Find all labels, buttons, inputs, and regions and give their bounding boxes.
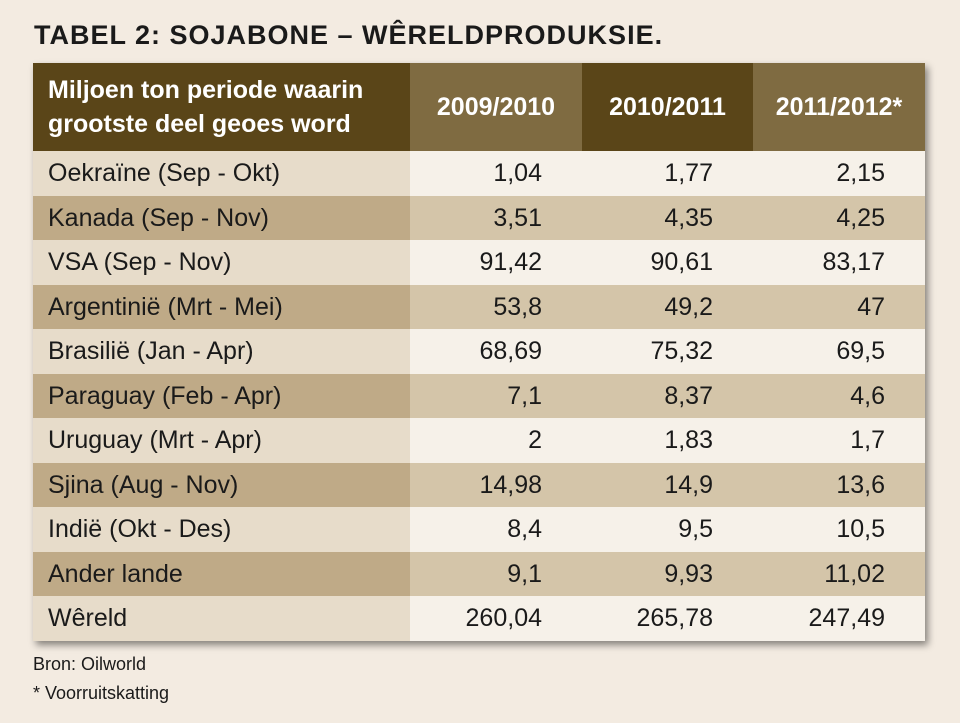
production-table: Miljoen ton periode waarin grootste deel… — [33, 63, 925, 641]
row-label: Indië (Okt - Des) — [33, 507, 410, 552]
table-row: Ander lande 9,1 9,93 11,02 — [33, 551, 925, 596]
header-row: Miljoen ton periode waarin grootste deel… — [33, 63, 925, 151]
table-row: Kanada (Sep - Nov) 3,51 4,35 4,25 — [33, 195, 925, 240]
row-value: 75,32 — [582, 329, 753, 374]
header-year: 2011/2012* — [753, 63, 925, 151]
row-label: Brasilië (Jan - Apr) — [33, 329, 410, 374]
row-value: 91,42 — [410, 240, 582, 285]
row-value: 1,83 — [582, 418, 753, 463]
header-year: 2010/2011 — [582, 63, 753, 151]
header-year: 2009/2010 — [410, 63, 582, 151]
row-value: 47 — [753, 284, 925, 329]
row-value: 9,93 — [582, 551, 753, 596]
header-label: Miljoen ton periode waarin grootste deel… — [33, 63, 410, 151]
row-value: 4,6 — [753, 373, 925, 418]
row-value: 4,25 — [753, 195, 925, 240]
row-label: Paraguay (Feb - Apr) — [33, 373, 410, 418]
row-label: VSA (Sep - Nov) — [33, 240, 410, 285]
row-label: Argentinië (Mrt - Mei) — [33, 284, 410, 329]
row-value: 49,2 — [582, 284, 753, 329]
table-row: Argentinië (Mrt - Mei) 53,8 49,2 47 — [33, 284, 925, 329]
table-row: Indië (Okt - Des) 8,4 9,5 10,5 — [33, 507, 925, 552]
table-row-total: Wêreld 260,04 265,78 247,49 — [33, 596, 925, 641]
row-value: 9,5 — [582, 507, 753, 552]
row-label: Ander lande — [33, 551, 410, 596]
row-value: 83,17 — [753, 240, 925, 285]
table-title: TABEL 2: SOJABONE – WÊRELDPRODUKSIE. — [34, 20, 664, 50]
row-value: 13,6 — [753, 462, 925, 507]
row-value: 8,4 — [410, 507, 582, 552]
row-value: 265,78 — [582, 596, 753, 641]
table-row: Sjina (Aug - Nov) 14,98 14,9 13,6 — [33, 462, 925, 507]
source-note: Bron: Oilworld — [33, 654, 147, 674]
table-row: Oekraïne (Sep - Okt) 1,04 1,77 2,15 — [33, 151, 925, 196]
production-table-container: Miljoen ton periode waarin grootste deel… — [33, 63, 925, 641]
table-row: Brasilië (Jan - Apr) 68,69 75,32 69,5 — [33, 329, 925, 374]
row-value: 247,49 — [753, 596, 925, 641]
row-value: 1,7 — [753, 418, 925, 463]
row-value: 260,04 — [410, 596, 582, 641]
row-value: 14,9 — [582, 462, 753, 507]
row-value: 9,1 — [410, 551, 582, 596]
row-value: 11,02 — [753, 551, 925, 596]
row-value: 1,77 — [582, 151, 753, 196]
row-value: 53,8 — [410, 284, 582, 329]
table-row: VSA (Sep - Nov) 91,42 90,61 83,17 — [33, 240, 925, 285]
row-value: 90,61 — [582, 240, 753, 285]
row-value: 2,15 — [753, 151, 925, 196]
row-value: 14,98 — [410, 462, 582, 507]
row-value: 4,35 — [582, 195, 753, 240]
header-label-line2: grootste deel geoes word — [48, 110, 351, 138]
row-label: Oekraïne (Sep - Okt) — [33, 151, 410, 196]
header-label-line1: Miljoen ton periode waarin — [48, 76, 364, 104]
table-row: Paraguay (Feb - Apr) 7,1 8,37 4,6 — [33, 373, 925, 418]
row-value: 8,37 — [582, 373, 753, 418]
row-label: Sjina (Aug - Nov) — [33, 462, 410, 507]
row-value: 10,5 — [753, 507, 925, 552]
row-value: 3,51 — [410, 195, 582, 240]
row-value: 2 — [410, 418, 582, 463]
table-row: Uruguay (Mrt - Apr) 2 1,83 1,7 — [33, 418, 925, 463]
row-value: 68,69 — [410, 329, 582, 374]
footnote: * Voorruitskatting — [33, 683, 170, 703]
row-value: 69,5 — [753, 329, 925, 374]
row-label: Uruguay (Mrt - Apr) — [33, 418, 410, 463]
row-label: Kanada (Sep - Nov) — [33, 195, 410, 240]
row-value: 7,1 — [410, 373, 582, 418]
row-label: Wêreld — [33, 596, 410, 641]
row-value: 1,04 — [410, 151, 582, 196]
